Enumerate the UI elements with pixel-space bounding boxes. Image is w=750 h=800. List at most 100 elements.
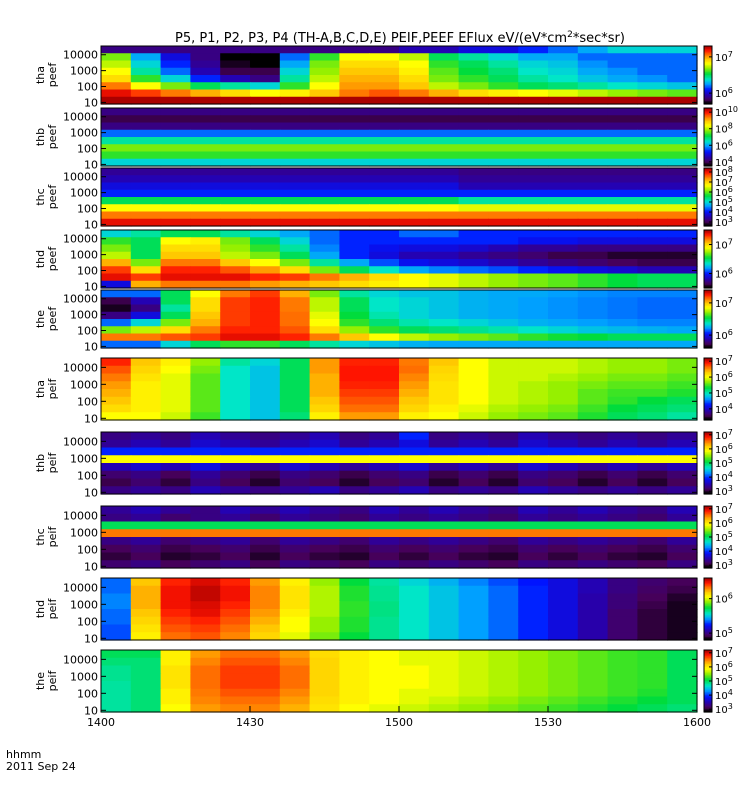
heatmap-cell — [279, 657, 311, 667]
panel-frame — [100, 577, 698, 641]
heatmap-cell — [220, 75, 251, 83]
heatmap-cell — [428, 237, 460, 246]
heatmap-cell — [309, 358, 340, 367]
heatmap-cell — [160, 60, 191, 69]
heatmap-cell — [458, 197, 489, 205]
heatmap-cell — [130, 593, 162, 602]
heatmap-cell — [279, 175, 311, 184]
heatmap-cell — [101, 665, 132, 674]
heatmap-cell — [220, 624, 251, 633]
colorbar-strip — [704, 688, 712, 691]
heatmap-cell — [101, 266, 132, 275]
heatmap-cell — [309, 75, 340, 83]
heatmap-cell — [279, 432, 311, 441]
heatmap-cell — [428, 681, 460, 690]
heatmap-cell — [428, 537, 460, 546]
y-axis-label: thepeef — [34, 306, 59, 332]
colorbar-strip — [704, 101, 712, 104]
panel-frame — [100, 289, 698, 349]
heatmap-cell — [250, 585, 281, 595]
heatmap-cell — [339, 696, 370, 705]
colorbar-tick-label: 105 — [715, 674, 733, 688]
colorbar-strip — [704, 324, 712, 327]
heatmap-cell — [488, 463, 519, 472]
heatmap-cell — [518, 529, 549, 538]
heatmap-cell — [458, 280, 489, 289]
heatmap-cell — [309, 447, 340, 456]
heatmap-cell — [577, 432, 609, 441]
y-axis-label: thcpeif — [34, 526, 59, 548]
heatmap-cell — [548, 82, 579, 91]
heatmap-cell — [101, 197, 132, 205]
y-tick-label: 10 — [84, 158, 98, 171]
heatmap-cell — [488, 251, 519, 260]
heatmap-cell — [577, 673, 609, 682]
heatmap-cell — [637, 486, 668, 495]
heatmap-cell — [101, 53, 132, 62]
heatmap-cell — [548, 601, 579, 610]
heatmap-cell — [190, 259, 221, 267]
heatmap-cell — [160, 681, 191, 690]
heatmap-cell — [488, 144, 519, 153]
heatmap-cell — [399, 237, 430, 246]
heatmap-cell — [399, 304, 430, 313]
heatmap-cell — [250, 311, 281, 320]
colorbar-strip — [704, 656, 712, 659]
heatmap-cell — [190, 319, 221, 327]
heatmap-cell — [130, 696, 162, 705]
heatmap-cell — [577, 297, 609, 306]
heatmap-cell — [667, 688, 698, 698]
heatmap-cell — [101, 681, 132, 690]
heatmap-cell — [548, 365, 579, 375]
heatmap-cell — [339, 593, 370, 602]
heatmap-cell — [399, 151, 430, 160]
colorbar-strip — [704, 70, 712, 73]
heatmap-cell — [309, 381, 340, 390]
heatmap-cell — [190, 46, 221, 54]
heatmap-cell — [309, 82, 340, 91]
heatmap-cell — [458, 447, 489, 456]
colorbar-strip — [704, 313, 712, 316]
colorbar-strip — [704, 371, 712, 375]
colorbar-strip — [704, 269, 712, 272]
colorbar-strip — [704, 376, 712, 379]
heatmap-cell — [101, 175, 132, 184]
colorbar-strip — [704, 415, 712, 418]
colorbar-tick-label: 104 — [715, 402, 733, 416]
heatmap-cell — [667, 578, 698, 587]
heatmap-cell — [667, 290, 698, 298]
colorbar-strip — [704, 398, 712, 401]
heatmap-cell — [577, 237, 609, 246]
heatmap-cell — [428, 122, 460, 131]
heatmap-cell — [190, 168, 221, 176]
heatmap-cell — [220, 251, 251, 260]
heatmap-cell — [607, 578, 638, 587]
heatmap-cell — [279, 89, 311, 98]
heatmap-cell — [220, 67, 251, 76]
y-axis-label: thbpeef — [34, 124, 59, 150]
colorbar-tick-label: 104 — [715, 155, 733, 169]
heatmap-cell — [428, 704, 460, 713]
heatmap-cell — [101, 273, 132, 282]
heatmap-cell — [577, 266, 609, 275]
heatmap-cell — [577, 168, 609, 176]
colorbar-strip — [704, 241, 712, 244]
heatmap-cell — [279, 358, 311, 367]
heatmap-cell — [250, 358, 281, 367]
heatmap-cell — [428, 601, 460, 610]
heatmap-cell — [339, 137, 370, 145]
heatmap-cell — [607, 218, 638, 227]
heatmap-cell — [667, 280, 698, 289]
heatmap-cell — [607, 280, 638, 289]
heatmap-cell — [279, 513, 311, 523]
heatmap-cell — [607, 657, 638, 667]
heatmap-cell — [190, 439, 221, 449]
heatmap-cell — [488, 290, 519, 298]
heatmap-cell — [399, 696, 430, 705]
heatmap-cell — [339, 204, 370, 213]
heatmap-cell — [458, 75, 489, 83]
colorbar-strip — [704, 624, 712, 627]
colorbar-strip — [704, 92, 712, 95]
colorbar-tick-label: 105 — [715, 530, 733, 544]
heatmap-cell — [637, 259, 668, 267]
